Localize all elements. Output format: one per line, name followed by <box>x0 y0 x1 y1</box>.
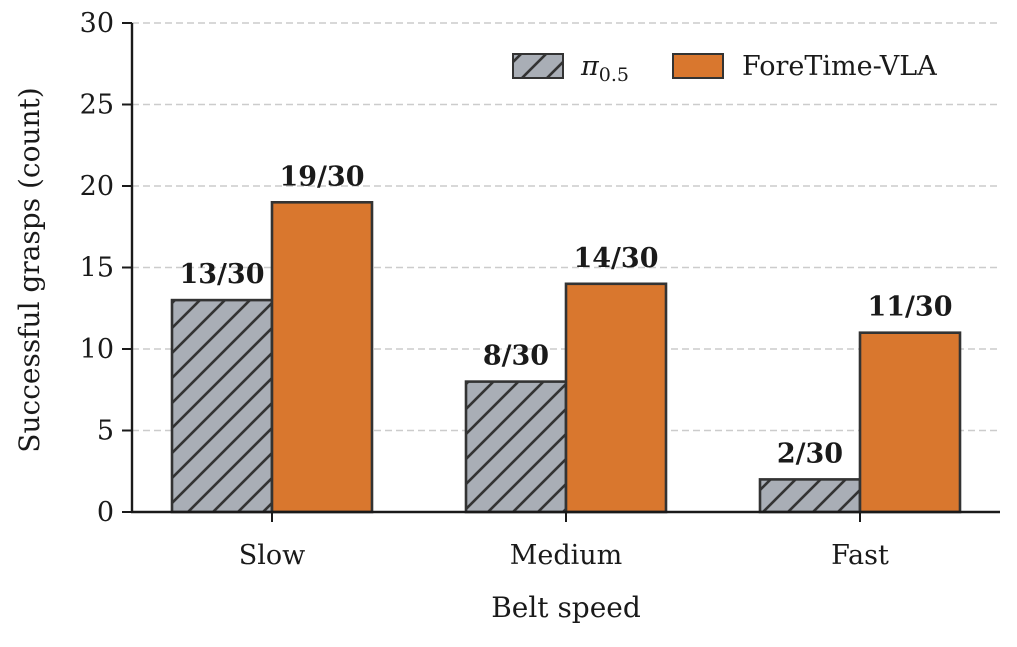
axes: 0 5 10 15 20 25 30 Slow Medium Fast <box>80 8 1000 571</box>
data-label: 8/30 <box>483 341 549 372</box>
bar-foretime-slow <box>270 201 374 514</box>
legend: π0.5 ForeTime-VLA <box>512 51 937 86</box>
legend-label-pi05-main: π <box>580 51 600 82</box>
x-tick-label: Medium <box>510 540 623 571</box>
x-axis-label: Belt speed <box>491 591 641 624</box>
bar-pi05-fast <box>758 478 862 514</box>
y-tick-label: 20 <box>80 171 114 202</box>
bar-foretime-medium <box>564 282 668 514</box>
y-axis-label: Successful grasps (count) <box>13 87 46 452</box>
y-tick-label: 30 <box>80 8 114 39</box>
bar-foretime-fast <box>858 331 962 514</box>
y-tick-label: 25 <box>80 90 114 121</box>
x-tick-label: Fast <box>831 540 889 571</box>
data-label: 19/30 <box>279 161 364 192</box>
y-tick-label: 15 <box>80 253 114 284</box>
bar-pi05-slow <box>170 298 274 514</box>
bar-pi05-medium <box>464 380 568 514</box>
y-tick-label: 10 <box>80 334 114 365</box>
data-labels: 13/30 8/30 2/30 19/30 14/30 11/30 <box>179 161 952 469</box>
legend-label-pi05-sub: 0.5 <box>599 64 629 86</box>
legend-label-foretime: ForeTime-VLA <box>742 51 937 82</box>
legend-label-pi05: π0.5 <box>580 51 629 86</box>
data-label: 2/30 <box>777 438 843 469</box>
y-tick-label: 0 <box>97 497 114 528</box>
data-label: 13/30 <box>179 259 264 290</box>
data-label: 14/30 <box>573 243 658 274</box>
y-tick-label: 5 <box>97 416 114 447</box>
data-label: 11/30 <box>867 292 952 323</box>
x-tick-label: Slow <box>239 540 306 571</box>
legend-swatch-foretime <box>672 53 724 79</box>
legend-swatch-pi05 <box>512 53 564 79</box>
